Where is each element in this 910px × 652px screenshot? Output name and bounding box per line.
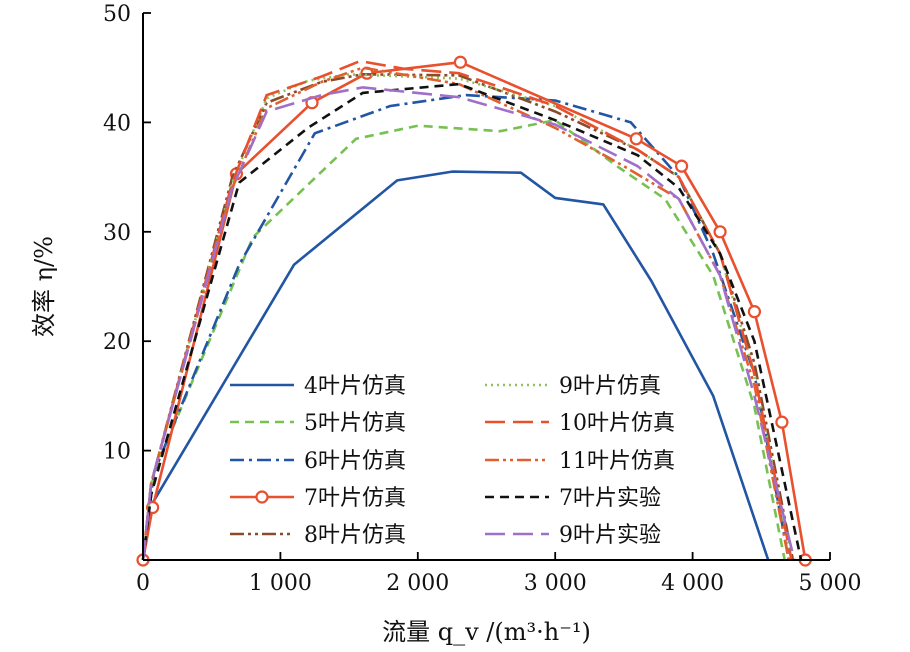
x-tick-label: 5 000 (799, 571, 862, 596)
x-tick-label: 4 000 (661, 571, 724, 596)
series-line-7 (141, 59, 793, 561)
y-tick-label: 30 (103, 221, 131, 246)
legend-label: 11叶片仿真 (559, 449, 675, 474)
series-line-1 (141, 170, 770, 561)
legend-label: 10叶片仿真 (559, 411, 675, 436)
series-marker (675, 159, 689, 173)
series-line-4 (141, 60, 807, 561)
series-marker (453, 55, 467, 69)
series-marker (629, 132, 643, 146)
x-tick-label: 2 000 (386, 571, 449, 596)
legend-label: 9叶片仿真 (559, 374, 661, 399)
series-layer (136, 55, 812, 567)
y-tick-label: 40 (103, 111, 131, 136)
x-tick-label: 3 000 (524, 571, 587, 596)
series-line-5 (141, 73, 795, 561)
series-line-6 (141, 73, 793, 561)
legend-label: 5叶片仿真 (304, 411, 406, 436)
series-line-3 (141, 93, 791, 561)
legend-label: 7叶片仿真 (304, 486, 406, 511)
series-marker (747, 305, 762, 319)
x-tick-label: 0 (136, 571, 150, 596)
axes (142, 12, 831, 561)
tick-labels: 0 1 000 2 000 3 000 4 000 5 000 10 20 30 40 50 流量 q… (30, 2, 861, 646)
legend-label: 8叶片仿真 (304, 523, 406, 548)
series-line-8 (141, 66, 791, 561)
legend-label: 4叶片仿真 (304, 374, 406, 399)
y-tick-label: 20 (103, 330, 131, 355)
y-tick-label: 50 (103, 2, 131, 27)
series-line-10 (141, 86, 796, 561)
y-tick-label: 10 (103, 440, 131, 465)
legend-label: 9叶片实验 (559, 523, 661, 548)
legend-label: 6叶片仿真 (304, 449, 406, 474)
series-marker (713, 225, 727, 239)
x-axis-title: 流量 q_v /(m³·h⁻¹) (382, 618, 591, 646)
y-axis-title: 效率 η/% (30, 236, 58, 337)
x-tick-label: 1 000 (249, 571, 312, 596)
series-line-9 (141, 82, 803, 561)
legend: 4叶片仿真 5叶片仿真 6叶片仿真 7叶片仿真 8叶片仿真 9叶片仿真 10叶片仿真 11叶片… (230, 374, 675, 548)
legend-marker (255, 490, 269, 504)
series-marker (775, 415, 789, 429)
series-line-2 (141, 118, 786, 561)
legend-label: 7叶片实验 (559, 486, 661, 511)
